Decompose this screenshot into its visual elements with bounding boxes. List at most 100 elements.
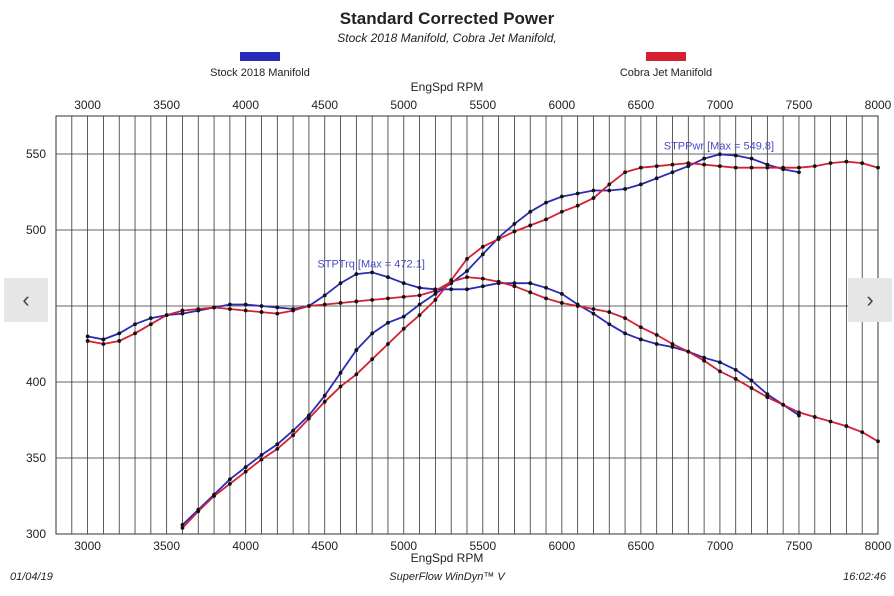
legend-swatch-stock: [240, 52, 280, 61]
data-point: [718, 152, 722, 157]
data-point: [812, 415, 817, 419]
data-point: [354, 272, 359, 276]
data-point: [670, 170, 675, 175]
data-point: [797, 170, 801, 175]
data-point: [465, 287, 469, 292]
data-point: [338, 370, 343, 375]
data-point: [480, 244, 485, 249]
data-point: [370, 331, 375, 336]
data-point: [433, 288, 438, 293]
data-point: [386, 275, 390, 280]
data-point: [196, 509, 201, 514]
data-point: [544, 217, 548, 222]
peak-annotation-0: STPTrq [Max = 472.1]: [317, 258, 425, 270]
data-point: [401, 314, 406, 319]
data-point: [876, 165, 880, 170]
data-point: [227, 481, 232, 486]
data-point: [575, 304, 580, 308]
data-point: [322, 399, 327, 404]
data-point: [781, 165, 786, 170]
x-tick-label-top: 5500: [469, 98, 496, 112]
data-point: [386, 342, 390, 346]
data-point: [386, 320, 390, 325]
data-point: [101, 342, 106, 346]
data-point: [512, 229, 517, 234]
x-tick-label-bottom: 5000: [390, 539, 417, 553]
legend-label-cobra: Cobra Jet Manifold: [619, 67, 713, 79]
data-point: [844, 159, 849, 164]
data-point: [227, 302, 232, 307]
data-point: [275, 311, 280, 316]
next-image-button[interactable]: ›: [848, 278, 892, 322]
data-point: [417, 293, 422, 298]
x-tick-label-bottom: 3500: [153, 539, 180, 553]
data-point: [180, 308, 185, 313]
data-point: [860, 161, 865, 166]
data-point: [812, 164, 817, 169]
data-point: [686, 164, 691, 169]
x-tick-label-bottom: 4000: [232, 539, 259, 553]
x-tick-label-top: 5000: [390, 98, 417, 112]
data-point: [401, 326, 406, 331]
data-point: [702, 156, 707, 161]
data-point: [591, 307, 596, 311]
data-point: [291, 428, 296, 433]
data-point: [686, 161, 691, 166]
data-point: [559, 209, 564, 214]
x-tick-label-bottom: 7000: [707, 539, 734, 553]
x-tick-label-top: 6000: [548, 98, 575, 112]
data-point: [876, 439, 880, 444]
data-point: [702, 358, 707, 363]
data-point: [638, 182, 643, 187]
data-point: [449, 278, 454, 283]
data-point: [401, 281, 406, 286]
data-point: [544, 200, 548, 205]
data-point: [243, 302, 248, 307]
data-point: [196, 307, 201, 311]
data-point: [591, 311, 596, 316]
data-point: [797, 410, 801, 415]
series-line-1: [181, 153, 800, 526]
data-point: [528, 281, 533, 286]
data-point: [480, 284, 485, 289]
data-point: [85, 339, 90, 343]
data-point: [322, 302, 327, 307]
legend-swatch-cobra: [646, 52, 686, 61]
data-point: [591, 188, 596, 193]
data-point: [749, 165, 754, 170]
legend-label-stock: Stock 2018 Manifold: [210, 67, 310, 79]
data-point: [322, 393, 327, 398]
y-tick-label: 400: [26, 375, 46, 389]
data-point: [607, 182, 612, 187]
data-point: [623, 170, 627, 175]
data-point: [322, 293, 327, 298]
data-point: [117, 331, 122, 336]
data-point: [718, 164, 722, 169]
data-point: [765, 162, 770, 167]
data-point: [180, 311, 185, 316]
y-tick-label: 300: [26, 527, 46, 541]
x-tick-label-top: 6500: [628, 98, 655, 112]
data-point: [275, 442, 280, 447]
chart-title: Standard Corrected Power: [339, 9, 555, 28]
data-point: [212, 494, 216, 498]
data-point: [148, 322, 153, 327]
y-tick-label: 550: [26, 147, 46, 161]
data-point: [544, 285, 548, 290]
x-tick-label-bottom: 5500: [469, 539, 496, 553]
data-point: [765, 392, 770, 397]
data-point: [291, 433, 296, 438]
previous-image-button[interactable]: ‹: [4, 278, 48, 322]
y-tick-label: 350: [26, 451, 46, 465]
chevron-left-icon: ‹: [22, 287, 30, 312]
data-point: [227, 307, 232, 311]
data-point: [354, 299, 359, 304]
data-point: [496, 237, 501, 242]
data-point: [718, 369, 722, 374]
data-point: [307, 416, 311, 421]
data-point: [654, 164, 659, 169]
data-point: [417, 302, 422, 307]
data-point: [623, 331, 627, 336]
data-point: [749, 386, 754, 390]
